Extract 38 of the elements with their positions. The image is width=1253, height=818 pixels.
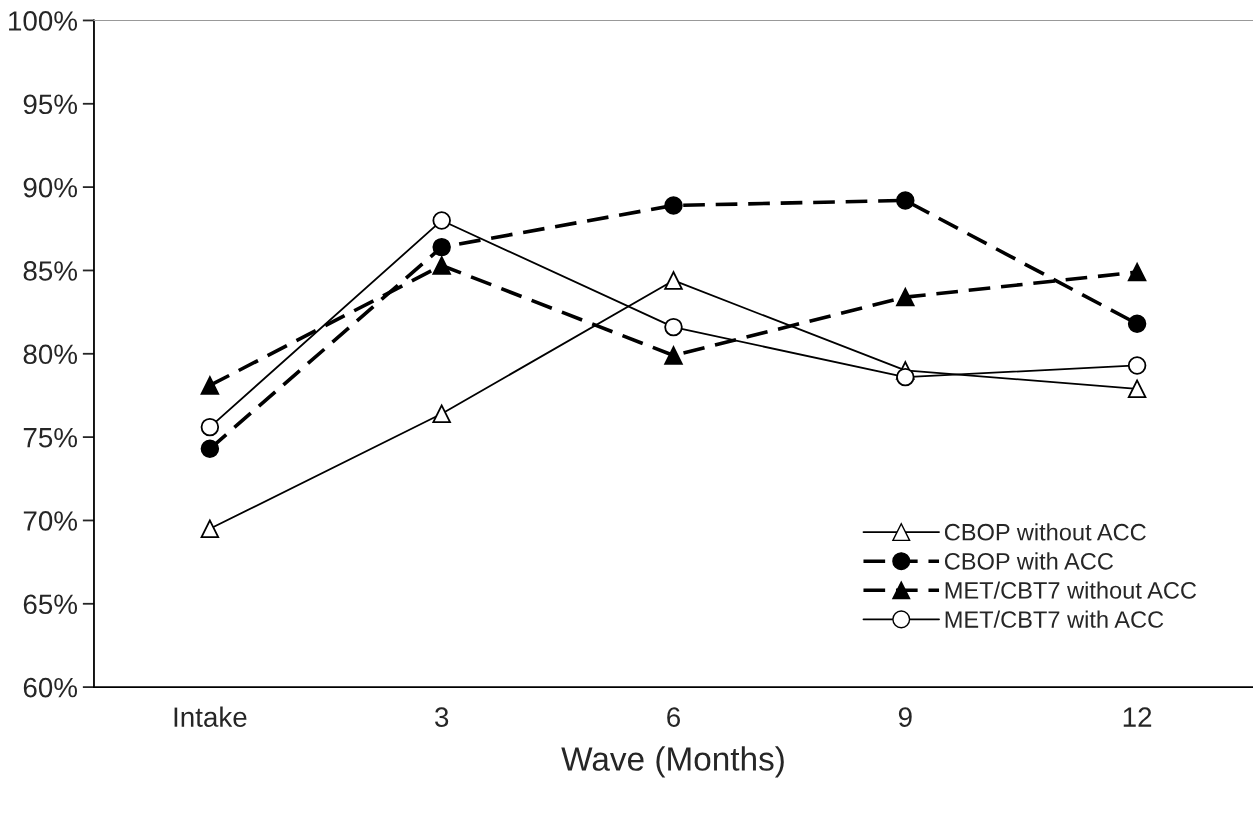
y-tick-label: 100% — [9, 11, 78, 31]
point — [896, 367, 915, 387]
point — [664, 196, 683, 215]
point — [664, 317, 683, 337]
legend-label: CBOP with ACC — [944, 552, 1114, 570]
point — [432, 237, 451, 257]
point — [200, 417, 220, 437]
x-tick-label: 6 — [667, 707, 680, 727]
point — [432, 211, 451, 230]
point — [1127, 262, 1147, 282]
x-tick-label: 3 — [435, 707, 449, 727]
y-tick-label: 65% — [23, 594, 78, 615]
point — [1127, 356, 1147, 375]
legend-label: MET/CBT7 with ACC — [945, 610, 1164, 628]
y-tick-label: 70% — [23, 511, 78, 531]
point — [200, 376, 220, 395]
legend-label: MET/CBT7 without ACC — [945, 581, 1197, 599]
x-axis-title: Wave (Months) — [561, 746, 784, 778]
y-tick-label: 90% — [23, 177, 78, 198]
point — [896, 287, 915, 307]
point — [1127, 314, 1147, 334]
legend-label: CBOP without ACC — [944, 523, 1146, 541]
x-tick-label: Intake — [174, 706, 247, 727]
point — [1127, 379, 1147, 399]
point — [664, 346, 683, 365]
y-tick-label: 80% — [23, 344, 78, 365]
y-tick-label: 60% — [23, 677, 78, 698]
point — [432, 256, 451, 275]
y-tick-label: 75% — [23, 427, 78, 448]
y-tick-label: 85% — [23, 261, 78, 281]
point — [664, 271, 683, 290]
x-tick-label: 9 — [898, 707, 912, 727]
point — [200, 519, 220, 539]
point — [200, 439, 220, 459]
point — [432, 404, 451, 424]
y-tick-label: 95% — [23, 94, 78, 115]
point — [896, 191, 915, 210]
x-tick-label: 12 — [1123, 707, 1152, 727]
